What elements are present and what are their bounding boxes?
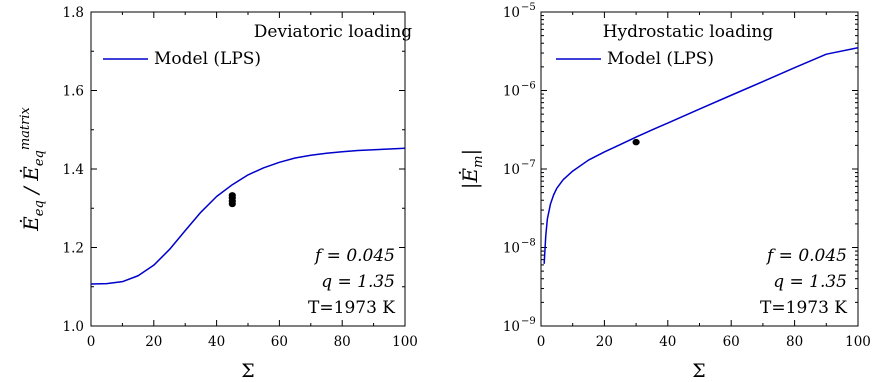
y-tick-label: 1.2 bbox=[63, 241, 84, 257]
x-tick-label: 40 bbox=[208, 334, 225, 350]
y-tick-exponent: −8 bbox=[521, 238, 536, 249]
x-tick-label: 0 bbox=[87, 334, 96, 350]
x-axis-label: Σ bbox=[241, 360, 254, 382]
hydrostatic-chart: 0 20 40 60 80 100 10−910−810−710−610−5 Hydros… bbox=[458, 2, 871, 382]
y-tick-label: 10 bbox=[503, 162, 520, 178]
data-point bbox=[228, 200, 236, 208]
deviatoric-chart: 0 20 40 60 80 100 1.0 1.2 1.4 1.6 1.8 Deviatoric … bbox=[18, 5, 418, 382]
series-line-model-lps bbox=[90, 147, 406, 285]
annotation-t: T=1973 K bbox=[760, 298, 847, 318]
y-tick-label: 10 bbox=[503, 84, 520, 100]
x-tick-label: 100 bbox=[392, 334, 418, 350]
x-tick-label: 60 bbox=[271, 334, 288, 350]
legend-entry: Model (LPS) bbox=[154, 49, 261, 69]
y-tick-exponent: −5 bbox=[521, 2, 536, 13]
y-tick-label: 1.0 bbox=[63, 319, 84, 335]
annotation-t: T=1973 K bbox=[308, 298, 395, 318]
annotation-f: f = 0.045 bbox=[765, 246, 847, 266]
data-point bbox=[632, 138, 640, 146]
x-tick-label: 100 bbox=[845, 334, 871, 350]
y-tick-exponent: −6 bbox=[521, 81, 536, 92]
series-line-model-lps bbox=[543, 47, 859, 264]
legend-entry: Model (LPS) bbox=[607, 49, 714, 69]
x-tick-label: 60 bbox=[723, 334, 740, 350]
y-tick-exponent: −7 bbox=[521, 159, 536, 170]
y-tick-label: 1.4 bbox=[63, 162, 84, 178]
annotation-q: q = 1.35 bbox=[773, 272, 847, 292]
y-tick-label: 10 bbox=[503, 5, 520, 21]
annotation-f: f = 0.045 bbox=[313, 246, 395, 266]
y-tick-label: 1.6 bbox=[63, 84, 84, 100]
x-tick-label: 0 bbox=[537, 334, 546, 350]
x-tick-label: 40 bbox=[659, 334, 676, 350]
x-tick-label: 80 bbox=[786, 334, 803, 350]
legend-title: Deviatoric loading bbox=[254, 22, 412, 42]
y-tick-label: 1.8 bbox=[63, 5, 84, 21]
y-axis-label: |Ėm| bbox=[458, 149, 486, 189]
x-tick-label: 20 bbox=[145, 334, 162, 350]
y-axis-label: Ėeq / Ėeqmatrix bbox=[18, 106, 47, 231]
annotation-q: q = 1.35 bbox=[321, 272, 395, 292]
y-tick-exponent: −9 bbox=[521, 316, 536, 327]
x-tick-label: 80 bbox=[334, 334, 351, 350]
y-tick-label: 10 bbox=[503, 241, 520, 257]
x-axis-label: Σ bbox=[692, 360, 705, 382]
legend-title: Hydrostatic loading bbox=[603, 22, 774, 42]
y-tick-label: 10 bbox=[503, 319, 520, 335]
x-tick-label: 20 bbox=[596, 334, 613, 350]
